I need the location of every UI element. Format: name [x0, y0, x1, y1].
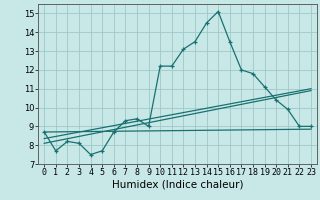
X-axis label: Humidex (Indice chaleur): Humidex (Indice chaleur) — [112, 180, 243, 190]
